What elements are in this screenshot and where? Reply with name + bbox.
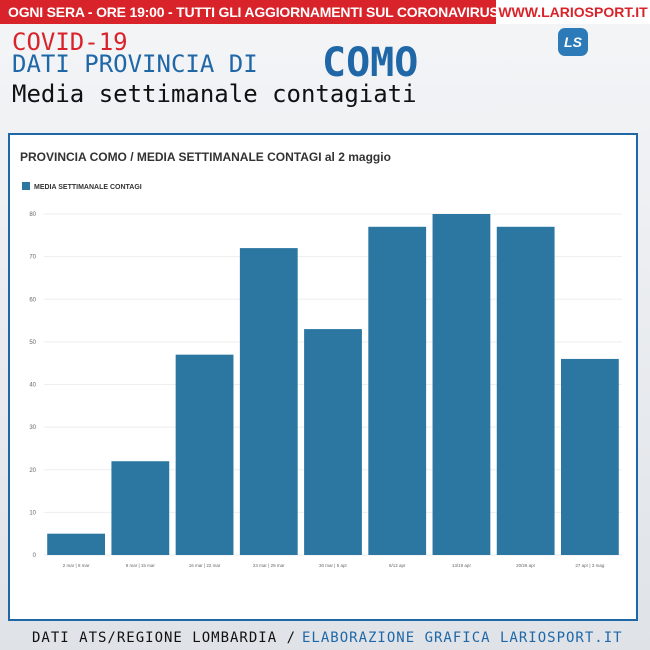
y-tick-label: 30 bbox=[29, 425, 36, 431]
x-tick-label: 27 apr | 3 mag bbox=[575, 563, 604, 568]
x-tick-label: 30 mar | 5 apr bbox=[319, 563, 347, 568]
legend-label: MEDIA SETTIMANALE CONTAGI bbox=[34, 184, 142, 191]
bar bbox=[496, 226, 555, 555]
x-tick-label: 13/19 apr bbox=[452, 563, 472, 568]
footer-source: DATI ATS/REGIONE LOMBARDIA / bbox=[32, 630, 297, 646]
y-tick-label: 80 bbox=[29, 212, 36, 218]
bar bbox=[47, 533, 106, 555]
chart: PROVINCIA COMO / MEDIA SETTIMANALE CONTA… bbox=[20, 150, 622, 568]
bar bbox=[304, 329, 362, 555]
legend-swatch bbox=[22, 182, 30, 190]
x-tick-label: 23 mar | 29 mar bbox=[253, 563, 285, 568]
bar bbox=[368, 226, 427, 555]
logo: LS bbox=[558, 28, 588, 56]
chart-title: PROVINCIA COMO / MEDIA SETTIMANALE CONTA… bbox=[20, 150, 391, 164]
bar bbox=[560, 358, 619, 555]
banner-text: OGNI SERA - ORE 19:00 - TUTTI GLI AGGIOR… bbox=[8, 4, 507, 20]
y-tick-label: 0 bbox=[33, 553, 37, 559]
y-tick-label: 10 bbox=[29, 510, 36, 516]
bar bbox=[432, 214, 491, 555]
bar bbox=[111, 461, 170, 555]
heading-covid: COVID-19 bbox=[12, 28, 128, 56]
x-tick-label: 20/26 apr bbox=[516, 563, 536, 568]
y-tick-label: 50 bbox=[29, 340, 36, 346]
heading-province: DATI PROVINCIA DI bbox=[12, 50, 258, 78]
footer-credit: ELABORAZIONE GRAFICA LARIOSPORT.IT bbox=[302, 630, 623, 646]
chart-panel: PROVINCIA COMO / MEDIA SETTIMANALE CONTA… bbox=[8, 133, 638, 621]
x-tick-label: 2 mar | 8 mar bbox=[63, 563, 90, 568]
site-link[interactable]: WWW.LARIOSPORT.IT bbox=[496, 0, 650, 24]
banner: OGNI SERA - ORE 19:00 - TUTTI GLI AGGIOR… bbox=[0, 0, 650, 24]
heading-subtitle: Media settimanale contagiati bbox=[12, 80, 417, 108]
bar bbox=[175, 354, 234, 555]
bar bbox=[239, 248, 298, 555]
heading-place: COMO bbox=[322, 40, 419, 86]
y-tick-label: 20 bbox=[29, 468, 36, 474]
x-tick-label: 9 mar | 15 mar bbox=[126, 563, 156, 568]
x-tick-label: 6/12 apr bbox=[389, 563, 406, 568]
y-tick-label: 70 bbox=[29, 255, 36, 261]
y-tick-label: 60 bbox=[29, 297, 36, 303]
x-tick-label: 16 mar | 22 mar bbox=[189, 563, 221, 568]
y-tick-label: 40 bbox=[29, 383, 36, 389]
